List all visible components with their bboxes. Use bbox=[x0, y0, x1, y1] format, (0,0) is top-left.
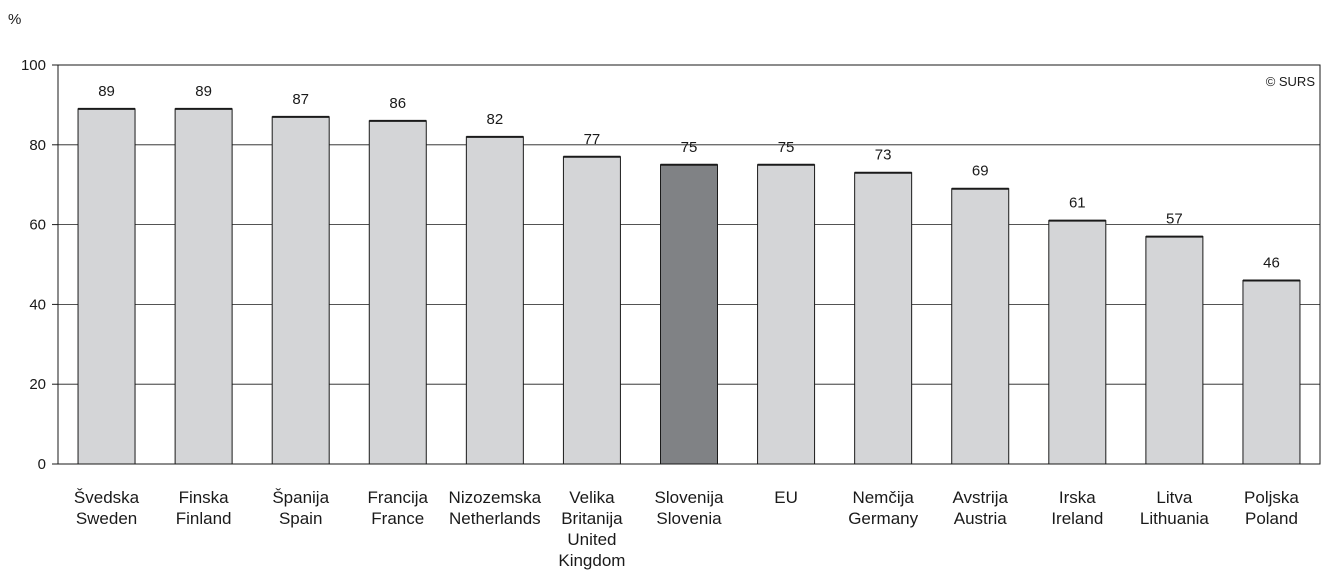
bar bbox=[562, 156, 621, 465]
category-label: EU bbox=[774, 488, 798, 507]
bar bbox=[854, 172, 913, 465]
y-axis-ticks: 0 20 40 60 80 100 bbox=[21, 57, 58, 473]
bar bbox=[1242, 279, 1301, 465]
bar bbox=[465, 136, 524, 465]
value-label: 75 bbox=[681, 139, 698, 156]
category-label-line: Litva bbox=[1156, 488, 1192, 507]
category-label: Nizozemska Netherlands bbox=[449, 488, 542, 528]
category-label: Litva Lithuania bbox=[1140, 488, 1210, 528]
bar bbox=[757, 164, 816, 465]
y-tick-label: 60 bbox=[29, 217, 46, 234]
value-label: 89 bbox=[98, 83, 115, 100]
y-tick-label: 100 bbox=[21, 57, 46, 74]
plot-frame bbox=[57, 64, 1321, 465]
category-label-line: Finland bbox=[176, 509, 232, 528]
x-axis-labels: Švedska Sweden Finska Finland Španija Spain Fr… bbox=[74, 488, 1299, 570]
category-label-line: Poljska bbox=[1244, 488, 1299, 507]
copyright-label: © SURS bbox=[1266, 74, 1316, 89]
value-label: 75 bbox=[778, 139, 795, 156]
y-unit-label: % bbox=[8, 11, 21, 28]
bar bbox=[174, 108, 233, 465]
category-label: Velika Britanija United Kingdom bbox=[558, 488, 625, 570]
value-label: 69 bbox=[972, 163, 989, 180]
value-label: 77 bbox=[584, 131, 601, 148]
value-labels: 89 89 87 86 82 77 75 75 73 69 61 57 46 bbox=[98, 83, 1280, 272]
value-label: 87 bbox=[292, 91, 309, 108]
category-label: Francija France bbox=[368, 488, 429, 528]
category-label: Poljska Poland bbox=[1244, 488, 1299, 528]
category-label-line: Lithuania bbox=[1140, 509, 1210, 528]
y-tick-label: 80 bbox=[29, 137, 46, 154]
category-label-line: Velika bbox=[569, 488, 615, 507]
category-label-line: Kingdom bbox=[558, 551, 625, 570]
category-label-line: Germany bbox=[848, 509, 918, 528]
category-label-line: Slovenija bbox=[655, 488, 725, 507]
category-label-line: Nizozemska bbox=[449, 488, 542, 507]
category-label-line: Avstrija bbox=[953, 488, 1009, 507]
value-label: 82 bbox=[487, 111, 504, 128]
category-label-line: Francija bbox=[368, 488, 429, 507]
category-label: Irska Ireland bbox=[1051, 488, 1103, 528]
category-label-line: Švedska bbox=[74, 488, 140, 507]
bar bbox=[1048, 220, 1107, 465]
bar bbox=[951, 188, 1010, 465]
value-label: 89 bbox=[195, 83, 212, 100]
value-label: 73 bbox=[875, 147, 892, 164]
bar bbox=[1145, 236, 1204, 465]
category-label: Španija Spain bbox=[272, 488, 329, 528]
bar bbox=[77, 108, 136, 465]
y-tick-label: 40 bbox=[29, 296, 46, 313]
category-label-line: Sweden bbox=[76, 509, 137, 528]
category-label-line: Poland bbox=[1245, 509, 1298, 528]
category-label: Finska Finland bbox=[176, 488, 232, 528]
value-label: 61 bbox=[1069, 195, 1086, 212]
category-label-line: Irska bbox=[1059, 488, 1096, 507]
category-label-line: Austria bbox=[954, 509, 1007, 528]
category-label-line: France bbox=[371, 509, 424, 528]
category-label: Slovenija Slovenia bbox=[655, 488, 725, 528]
bar bbox=[368, 120, 427, 465]
y-tick-label: 0 bbox=[38, 456, 46, 473]
value-label: 57 bbox=[1166, 211, 1183, 228]
category-label-line: Španija bbox=[272, 488, 329, 507]
category-label-line: Nemčija bbox=[852, 488, 914, 507]
category-label: Nemčija Germany bbox=[848, 488, 918, 528]
bar bbox=[271, 116, 330, 465]
category-label-line: Slovenia bbox=[656, 509, 722, 528]
category-label-line: Finska bbox=[179, 488, 230, 507]
y-tick-label: 20 bbox=[29, 376, 46, 393]
value-label: 46 bbox=[1263, 254, 1280, 271]
bar bbox=[660, 164, 718, 465]
category-label-line: Ireland bbox=[1051, 509, 1103, 528]
category-label-line: United bbox=[567, 530, 616, 549]
category-label-line: Spain bbox=[279, 509, 322, 528]
category-label-line: EU bbox=[774, 488, 798, 507]
value-label: 86 bbox=[389, 95, 406, 112]
category-label-line: Netherlands bbox=[449, 509, 541, 528]
bars bbox=[77, 107, 1301, 465]
category-label: Avstrija Austria bbox=[953, 488, 1009, 528]
category-label: Švedska Sweden bbox=[74, 488, 140, 528]
category-label-line: Britanija bbox=[561, 509, 623, 528]
